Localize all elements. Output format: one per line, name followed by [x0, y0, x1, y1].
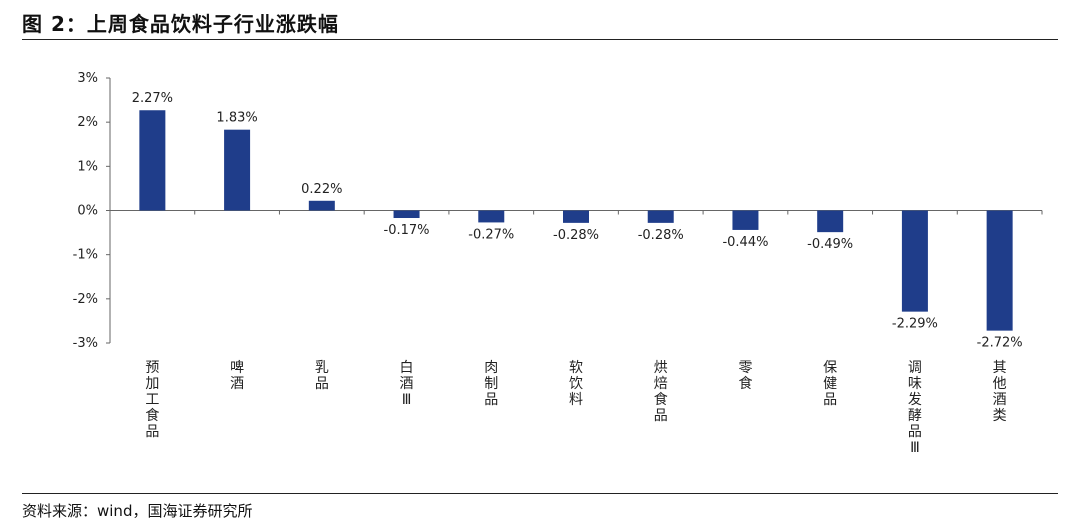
- category-label: 调味发酵品 Ⅲ: [908, 360, 922, 456]
- axis-layer: 3% 2% 1% 0% -1% -2% -3%: [73, 71, 1043, 351]
- data-label: -2.72%: [977, 336, 1023, 351]
- category-label: 肉制品: [484, 360, 498, 408]
- category-label: 白酒 Ⅲ: [400, 360, 414, 408]
- figure-title: 图 2：上周食品饮料子行业涨跌幅: [22, 12, 339, 36]
- data-label: -2.29%: [892, 317, 938, 332]
- category-label: 烘焙食品: [654, 360, 668, 424]
- y-tick-label: -3%: [73, 336, 98, 351]
- y-tick-label: 2%: [77, 115, 98, 130]
- data-label: -0.27%: [468, 227, 514, 242]
- category-label: 保健品: [823, 360, 837, 408]
- bar: [732, 210, 759, 230]
- data-label: -0.17%: [384, 223, 430, 238]
- bar: [817, 210, 844, 233]
- data-label: -0.49%: [807, 237, 853, 252]
- y-tick-label: 3%: [77, 71, 98, 86]
- bar: [647, 210, 674, 223]
- category-label: 软饮料: [569, 360, 583, 408]
- bar: [901, 210, 928, 312]
- bar: [986, 210, 1013, 331]
- data-label: -0.28%: [553, 228, 599, 243]
- source-divider: [22, 493, 1058, 494]
- source-note: 资料来源：wind，国海证券研究所: [22, 502, 253, 520]
- bar: [478, 210, 505, 223]
- category-label: 预加工食品: [145, 360, 159, 440]
- bar: [308, 200, 335, 211]
- bar: [139, 110, 166, 211]
- label-layer: 2.27% 预加工食品 1.83% 啤酒 0.22% 乳品 -0.17% 白酒 Ⅲ -0.27% 肉…: [132, 91, 1023, 456]
- data-label: 1.83%: [216, 111, 257, 126]
- bar: [563, 210, 589, 223]
- y-tick-label: 1%: [77, 159, 98, 174]
- bar: [393, 210, 420, 219]
- bar: [224, 129, 251, 211]
- data-label: -0.44%: [722, 235, 768, 250]
- category-label: 啤酒: [230, 360, 244, 392]
- title-divider: [22, 39, 1058, 40]
- data-label: 2.27%: [132, 91, 173, 106]
- y-tick-label: -2%: [73, 292, 98, 307]
- category-label: 零食: [738, 360, 752, 392]
- y-tick-label: -1%: [73, 248, 98, 263]
- data-label: 0.22%: [301, 182, 342, 197]
- data-label: -0.28%: [638, 228, 684, 243]
- bar-layer: [139, 110, 1013, 331]
- category-label: 其他酒类: [993, 360, 1007, 424]
- bar-chart: 3% 2% 1% 0% -1% -2% -3% 2.27% 预加工食品 1.83% 啤酒 0.22%…: [73, 71, 1043, 456]
- y-tick-label: 0%: [77, 204, 98, 219]
- category-label: 乳品: [315, 360, 329, 392]
